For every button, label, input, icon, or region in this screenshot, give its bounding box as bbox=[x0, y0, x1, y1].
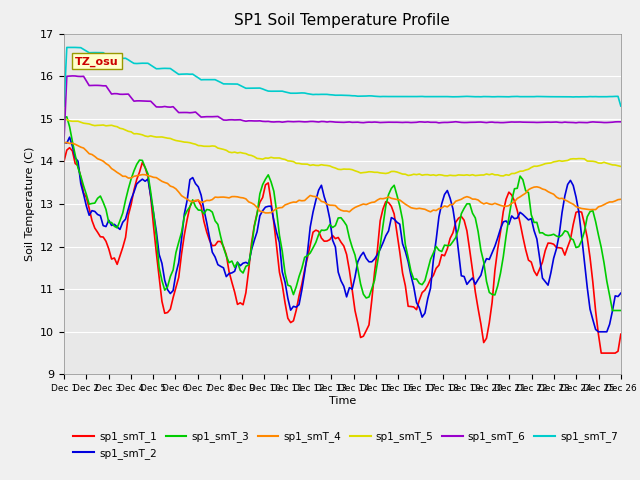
Legend: sp1_smT_1, sp1_smT_2, sp1_smT_3, sp1_smT_4, sp1_smT_5, sp1_smT_6, sp1_smT_7: sp1_smT_1, sp1_smT_2, sp1_smT_3, sp1_smT… bbox=[69, 427, 622, 463]
X-axis label: Time: Time bbox=[329, 396, 356, 406]
Text: TZ_osu: TZ_osu bbox=[75, 56, 119, 67]
Y-axis label: Soil Temperature (C): Soil Temperature (C) bbox=[24, 147, 35, 261]
Title: SP1 Soil Temperature Profile: SP1 Soil Temperature Profile bbox=[234, 13, 451, 28]
